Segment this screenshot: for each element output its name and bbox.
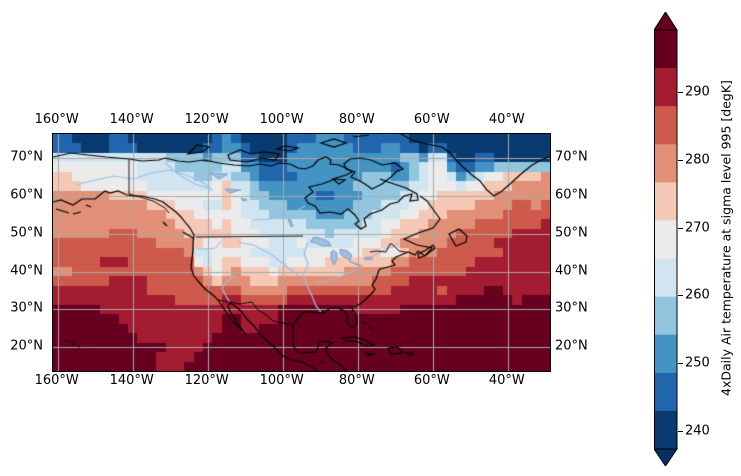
lat-tick-right: 70°N — [555, 149, 588, 165]
lon-tick-top: 120°W — [184, 112, 229, 127]
lat-tick-left: 50°N — [10, 225, 43, 240]
colorbar-tick-label: 260 — [685, 287, 710, 303]
colorbar-tick-label: 270 — [685, 220, 710, 236]
lon-tick-bottom: 40°W — [488, 373, 525, 388]
map-plot-area — [52, 133, 551, 372]
lat-tick-left: 70°N — [10, 149, 43, 165]
colorbar-segment — [654, 182, 677, 222]
colorbar-tick-mark — [678, 228, 683, 229]
lat-tick-left: 30°N — [10, 300, 43, 316]
lat-tick-right: 30°N — [555, 300, 588, 316]
colorbar-segment — [654, 296, 677, 336]
lat-tick-left: 60°N — [10, 187, 43, 203]
colorbar-tick-mark — [678, 160, 683, 161]
lon-tick-bottom: 60°W — [413, 373, 450, 388]
lat-tick-right: 20°N — [555, 338, 588, 354]
colorbar-tick-mark — [678, 363, 683, 364]
lon-tick-bottom: 120°W — [184, 373, 229, 388]
colorbar-label: 4xDaily Air temperature at sigma level 9… — [718, 80, 734, 396]
colorbar-extend-arrow — [653, 448, 678, 467]
lon-tick-bottom: 80°W — [338, 373, 375, 388]
colorbar-segment — [654, 30, 677, 69]
temperature-heatmap — [53, 134, 550, 371]
lon-tick-bottom: 140°W — [109, 373, 154, 388]
lon-tick-bottom: 160°W — [34, 373, 79, 388]
lon-tick-top: 100°W — [259, 112, 304, 127]
lon-tick-top: 40°W — [488, 112, 525, 127]
lat-tick-left: 20°N — [10, 338, 43, 354]
colorbar-extend-arrow — [653, 11, 678, 31]
lat-tick-right: 50°N — [555, 225, 588, 240]
lat-tick-right: 60°N — [555, 187, 588, 203]
colorbar-tick-mark — [678, 295, 683, 296]
colorbar-tick-label: 240 — [685, 423, 710, 439]
colorbar-segment — [654, 144, 677, 183]
colorbar-segment — [654, 410, 677, 450]
colorbar-segment — [654, 258, 677, 298]
colorbar-tick-label: 250 — [685, 355, 710, 371]
colorbar-gradient — [653, 11, 678, 467]
lon-tick-bottom: 100°W — [259, 373, 304, 388]
colorbar — [653, 11, 678, 467]
lon-tick-top: 80°W — [338, 112, 375, 127]
colorbar-segment — [654, 68, 677, 107]
colorbar-tick-label: 290 — [685, 84, 710, 100]
lon-tick-top: 140°W — [109, 112, 154, 127]
colorbar-segment — [654, 106, 677, 145]
lat-tick-left: 40°N — [10, 263, 43, 278]
colorbar-tick-mark — [678, 431, 683, 432]
colorbar-segment — [654, 334, 677, 374]
colorbar-segment — [654, 372, 677, 412]
lon-tick-top: 60°W — [413, 112, 450, 127]
colorbar-segment — [654, 220, 677, 260]
colorbar-tick-mark — [678, 92, 683, 93]
lat-tick-right: 40°N — [555, 263, 588, 278]
lon-tick-top: 160°W — [34, 112, 79, 127]
colorbar-tick-label: 280 — [685, 152, 710, 168]
